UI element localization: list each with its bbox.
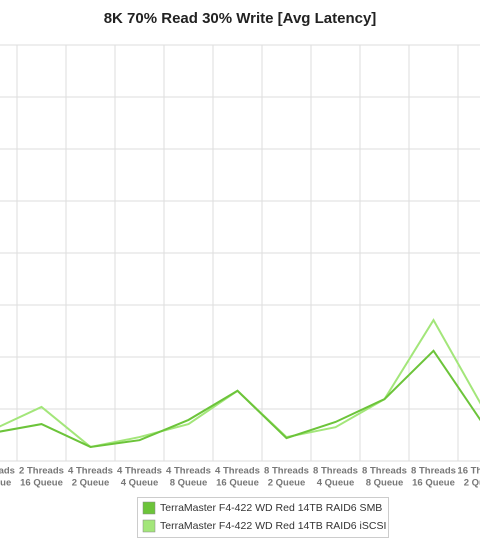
x-tick-label: 8 Queue: [366, 478, 404, 489]
x-tick-label: 4 Queue: [317, 478, 355, 489]
legend-swatch: [142, 519, 156, 533]
x-tick-label: 8 Threads: [313, 466, 358, 477]
series-line: [0, 349, 480, 448]
x-tick-label: 4 Threads: [166, 466, 211, 477]
x-tick-label: 4 Threads: [117, 466, 162, 477]
x-tick-label: 4 Queue: [121, 478, 159, 489]
x-tick-label: 16 Threads: [457, 466, 480, 477]
x-tick-label: 2 Threads: [19, 466, 64, 477]
chart-title: 8K 70% Read 30% Write [Avg Latency]: [104, 10, 377, 27]
legend-label: TerraMaster F4-422 WD Red 14TB RAID6 iSC…: [160, 520, 386, 532]
x-tick-label: 16 Queue: [216, 478, 259, 489]
legend-swatch: [142, 501, 156, 515]
legend-label: TerraMaster F4-422 WD Red 14TB RAID6 SMB: [160, 502, 382, 514]
x-tick-label: 8 Threads: [264, 466, 309, 477]
x-tick-label: 2 Queue: [268, 478, 306, 489]
x-tick-label: 8 Queue: [170, 478, 208, 489]
x-tick-label: 2 Threads: [0, 466, 15, 477]
x-tick-label: 4 Threads: [215, 466, 260, 477]
x-tick-label: 2 Queue: [72, 478, 110, 489]
x-tick-label: 8 Threads: [362, 466, 407, 477]
x-tick-label: 8 Threads: [411, 466, 456, 477]
x-tick-label: 16 Queue: [412, 478, 455, 489]
x-tick-label: 2 Queue: [464, 478, 480, 489]
legend-box: [137, 497, 389, 538]
series-line: [0, 318, 480, 449]
x-tick-label: 16 Queue: [20, 478, 63, 489]
x-tick-label: 8 Queue: [0, 478, 11, 489]
x-tick-label: 4 Threads: [68, 466, 113, 477]
